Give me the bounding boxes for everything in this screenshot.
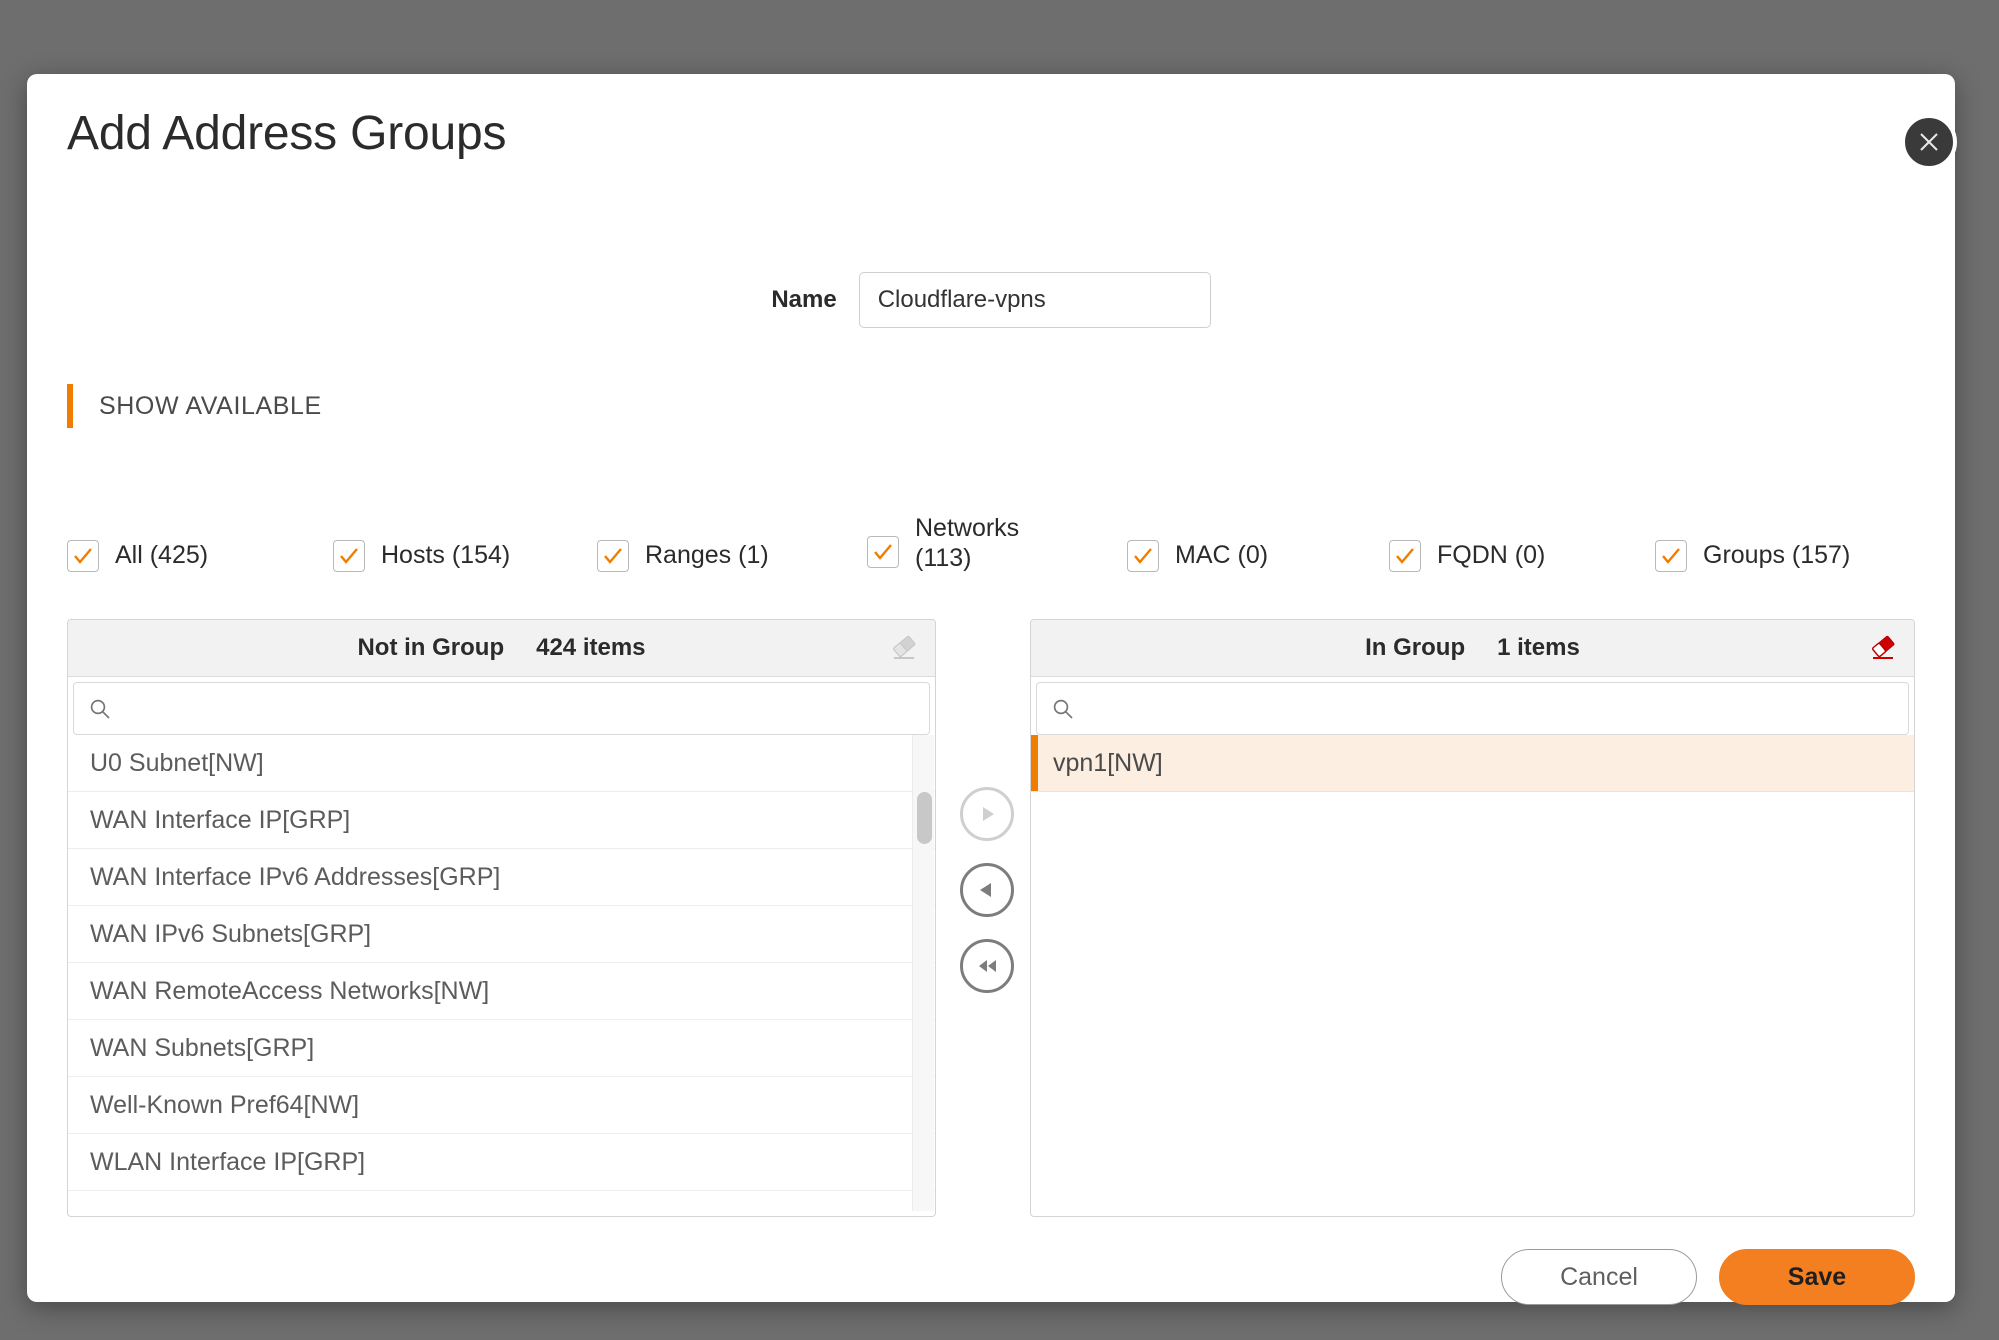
filter-fqdn[interactable]: FQDN (0) [1389, 540, 1545, 572]
filter-hosts[interactable]: Hosts (154) [333, 540, 510, 572]
clear-right-eraser-icon[interactable] [1868, 633, 1898, 663]
move-right-button[interactable] [960, 787, 1014, 841]
move-all-left-button[interactable] [960, 939, 1014, 993]
in-group-header: In Group 1 items [1031, 620, 1914, 677]
play-right-icon [983, 807, 994, 821]
filter-all[interactable]: All (425) [67, 540, 208, 572]
filter-ranges-label: Ranges (1) [645, 541, 769, 570]
move-left-button[interactable] [960, 863, 1014, 917]
filter-mac-label: MAC (0) [1175, 541, 1269, 570]
list-scrollbar-track[interactable] [912, 735, 934, 1211]
filter-mac[interactable]: MAC (0) [1127, 540, 1268, 572]
filter-networks-label: Networks (113) [915, 514, 1020, 572]
section-accent-bar [67, 384, 73, 428]
filter-checkbox-row: All (425) Hosts (154) Ranges (1) Network… [67, 514, 1915, 592]
list-item[interactable]: WAN Interface IPv6 Addresses[GRP] [68, 849, 935, 906]
not-in-group-list[interactable]: U0 Subnet[NW] WAN Interface IP[GRP] WAN … [68, 735, 935, 1211]
in-group-list[interactable]: vpn1[NW] [1031, 735, 1914, 1211]
checkbox-hosts[interactable] [333, 540, 365, 572]
in-group-count: 1 items [1497, 634, 1580, 661]
name-input[interactable] [858, 272, 1211, 328]
search-icon [1051, 697, 1075, 721]
in-group-panel: In Group 1 items [1030, 619, 1915, 1217]
not-in-group-search-input[interactable] [124, 683, 929, 734]
list-scrollbar-thumb[interactable] [917, 792, 932, 844]
checkbox-groups[interactable] [1655, 540, 1687, 572]
not-in-group-search[interactable] [73, 682, 930, 735]
list-item[interactable]: WAN Interface IP[GRP] [68, 792, 935, 849]
list-item[interactable]: Well-Known Pref64[NW] [68, 1077, 935, 1134]
name-label: Name [771, 286, 837, 313]
dialog-title: Add Address Groups [67, 107, 507, 160]
show-available-header: SHOW AVAILABLE [67, 384, 322, 428]
in-group-search-input[interactable] [1087, 683, 1908, 734]
cancel-button[interactable]: Cancel [1501, 1249, 1697, 1305]
dialog-footer: Cancel Save [27, 1249, 1915, 1305]
checkbox-networks[interactable] [867, 536, 899, 568]
filter-all-label: All (425) [115, 541, 209, 570]
close-dialog-button[interactable] [1901, 114, 1957, 170]
checkbox-fqdn[interactable] [1389, 540, 1421, 572]
filter-fqdn-label: FQDN (0) [1437, 541, 1546, 570]
filter-groups[interactable]: Groups (157) [1655, 540, 1850, 572]
filter-networks[interactable]: Networks (113) [867, 514, 1035, 573]
not-in-group-title: Not in Group [357, 634, 505, 661]
not-in-group-panel: Not in Group 424 items [67, 619, 936, 1217]
checkbox-all[interactable] [67, 540, 99, 572]
list-item[interactable]: WLAN Interface IP[GRP] [68, 1134, 935, 1191]
list-item[interactable]: WAN IPv6 Subnets[GRP] [68, 906, 935, 963]
transfer-controls [952, 787, 1022, 993]
not-in-group-count: 424 items [536, 634, 646, 661]
double-left-icon [979, 960, 996, 972]
clear-left-eraser-icon[interactable] [889, 633, 919, 663]
search-icon [88, 697, 112, 721]
not-in-group-header: Not in Group 424 items [68, 620, 935, 677]
list-item[interactable]: WAN Subnets[GRP] [68, 1020, 935, 1077]
add-address-groups-dialog: Add Address Groups Name SHOW AVAILABLE A… [27, 74, 1955, 1305]
checkbox-ranges[interactable] [597, 540, 629, 572]
checkbox-mac[interactable] [1127, 540, 1159, 572]
save-button[interactable]: Save [1719, 1249, 1915, 1305]
name-row: Name [27, 272, 1955, 328]
close-icon [1920, 133, 1938, 151]
list-item[interactable]: WAN RemoteAccess Networks[NW] [68, 963, 935, 1020]
filter-groups-label: Groups (157) [1703, 541, 1851, 570]
filter-ranges[interactable]: Ranges (1) [597, 540, 769, 572]
list-item[interactable]: U0 Subnet[NW] [68, 735, 935, 792]
section-title: SHOW AVAILABLE [99, 391, 322, 420]
play-left-icon [980, 883, 991, 897]
in-group-title: In Group [1365, 634, 1466, 661]
list-item[interactable]: vpn1[NW] [1031, 735, 1914, 792]
in-group-search[interactable] [1036, 682, 1909, 735]
filter-hosts-label: Hosts (154) [381, 541, 511, 570]
